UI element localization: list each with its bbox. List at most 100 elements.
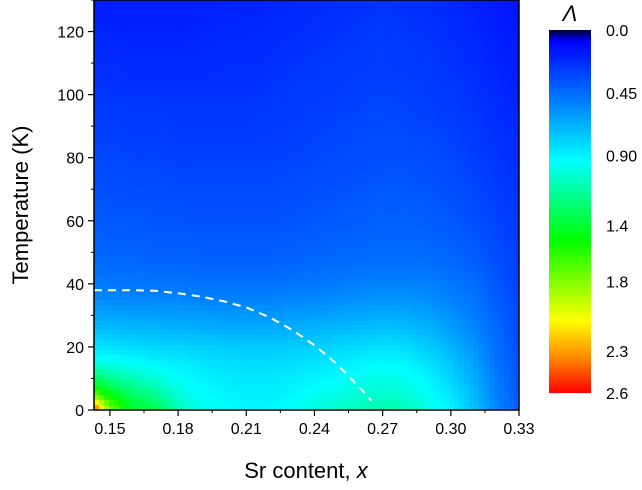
heatmap-cell xyxy=(229,155,235,161)
heatmap-cell xyxy=(224,30,230,36)
heatmap-cell xyxy=(179,120,185,126)
heatmap-cell xyxy=(104,245,110,251)
heatmap-cell xyxy=(184,50,190,56)
heatmap-cell xyxy=(399,240,405,246)
heatmap-cell xyxy=(419,230,425,236)
heatmap-cell xyxy=(424,10,430,16)
heatmap-cell xyxy=(354,175,360,181)
heatmap-cell xyxy=(389,145,395,151)
heatmap-cell xyxy=(344,245,350,251)
heatmap-cell xyxy=(334,190,340,196)
heatmap-cell xyxy=(229,210,235,216)
heatmap-cell xyxy=(269,100,275,106)
heatmap-cell xyxy=(94,160,100,166)
heatmap-cell xyxy=(279,155,285,161)
heatmap-cell xyxy=(144,145,150,151)
heatmap-cell xyxy=(209,95,215,101)
heatmap-cell xyxy=(174,290,180,296)
heatmap-cell xyxy=(259,55,265,61)
heatmap-cell xyxy=(364,25,370,31)
heatmap-cell xyxy=(284,285,290,291)
heatmap-cell xyxy=(499,280,505,286)
heatmap-cell xyxy=(224,275,230,281)
heatmap-cell xyxy=(379,95,385,101)
heatmap-cell xyxy=(104,230,110,236)
heatmap-cell xyxy=(409,220,415,226)
heatmap-cell xyxy=(244,215,250,221)
heatmap-cell xyxy=(219,5,225,11)
heatmap-cell xyxy=(189,225,195,231)
heatmap-cell xyxy=(499,40,505,46)
heatmap-cell xyxy=(454,225,460,231)
heatmap-cell xyxy=(109,220,115,226)
heatmap-cell xyxy=(109,175,115,181)
heatmap-cell xyxy=(429,180,435,186)
heatmap-cell xyxy=(454,120,460,126)
heatmap-cell xyxy=(329,60,335,66)
heatmap-cell xyxy=(319,60,325,66)
heatmap-cell xyxy=(389,100,395,106)
heatmap-cell xyxy=(264,80,270,86)
heatmap-cell xyxy=(234,285,240,291)
heatmap-cell xyxy=(254,245,260,251)
heatmap-cell xyxy=(294,270,300,276)
heatmap-cell xyxy=(374,125,380,131)
heatmap-cell xyxy=(429,25,435,31)
heatmap-cell xyxy=(474,90,480,96)
heatmap-cell xyxy=(444,85,450,91)
heatmap-cell xyxy=(224,135,230,141)
heatmap-cell xyxy=(114,140,120,146)
heatmap-cell xyxy=(194,135,200,141)
heatmap-cell xyxy=(94,75,100,81)
heatmap-cell xyxy=(249,165,255,171)
heatmap-cell xyxy=(294,190,300,196)
heatmap-cell xyxy=(364,270,370,276)
heatmap-cell xyxy=(314,170,320,176)
heatmap-cell xyxy=(174,85,180,91)
heatmap-cell xyxy=(274,50,280,56)
heatmap-cell xyxy=(354,145,360,151)
heatmap-cell xyxy=(329,265,335,271)
heatmap-cell xyxy=(379,115,385,121)
heatmap-cell xyxy=(204,100,210,106)
heatmap-cell xyxy=(379,35,385,41)
heatmap-cell xyxy=(449,160,455,166)
heatmap-cell xyxy=(469,220,475,226)
heatmap-cell xyxy=(279,205,285,211)
heatmap-cell xyxy=(249,75,255,81)
heatmap-cell xyxy=(344,155,350,161)
heatmap-cell xyxy=(349,140,355,146)
heatmap-cell xyxy=(319,20,325,26)
heatmap-cell xyxy=(209,30,215,36)
heatmap-cell xyxy=(149,50,155,56)
heatmap-cell xyxy=(154,240,160,246)
heatmap-cell xyxy=(359,135,365,141)
heatmap-cell xyxy=(339,45,345,51)
heatmap-cell xyxy=(249,85,255,91)
heatmap-cell xyxy=(389,180,395,186)
heatmap-cell xyxy=(449,240,455,246)
heatmap-cell xyxy=(229,275,235,281)
heatmap-cell xyxy=(444,90,450,96)
heatmap-cell xyxy=(429,50,435,56)
heatmap-cell xyxy=(444,210,450,216)
heatmap-cell xyxy=(249,200,255,206)
heatmap-cell xyxy=(249,0,255,6)
heatmap-cell xyxy=(164,45,170,51)
heatmap-cell xyxy=(114,45,120,51)
heatmap-cell xyxy=(174,50,180,56)
heatmap-cell xyxy=(389,185,395,191)
heatmap-cell xyxy=(99,215,105,221)
heatmap-cell xyxy=(129,215,135,221)
heatmap-cell xyxy=(464,190,470,196)
heatmap-cell xyxy=(389,75,395,81)
heatmap-cell xyxy=(369,175,375,181)
heatmap-cell xyxy=(214,290,220,296)
heatmap-cell xyxy=(334,115,340,121)
heatmap-cell xyxy=(259,235,265,241)
heatmap-cell xyxy=(179,135,185,141)
heatmap-cell xyxy=(359,260,365,266)
heatmap-cell xyxy=(514,20,519,26)
heatmap-cell xyxy=(264,190,270,196)
heatmap-cell xyxy=(234,30,240,36)
